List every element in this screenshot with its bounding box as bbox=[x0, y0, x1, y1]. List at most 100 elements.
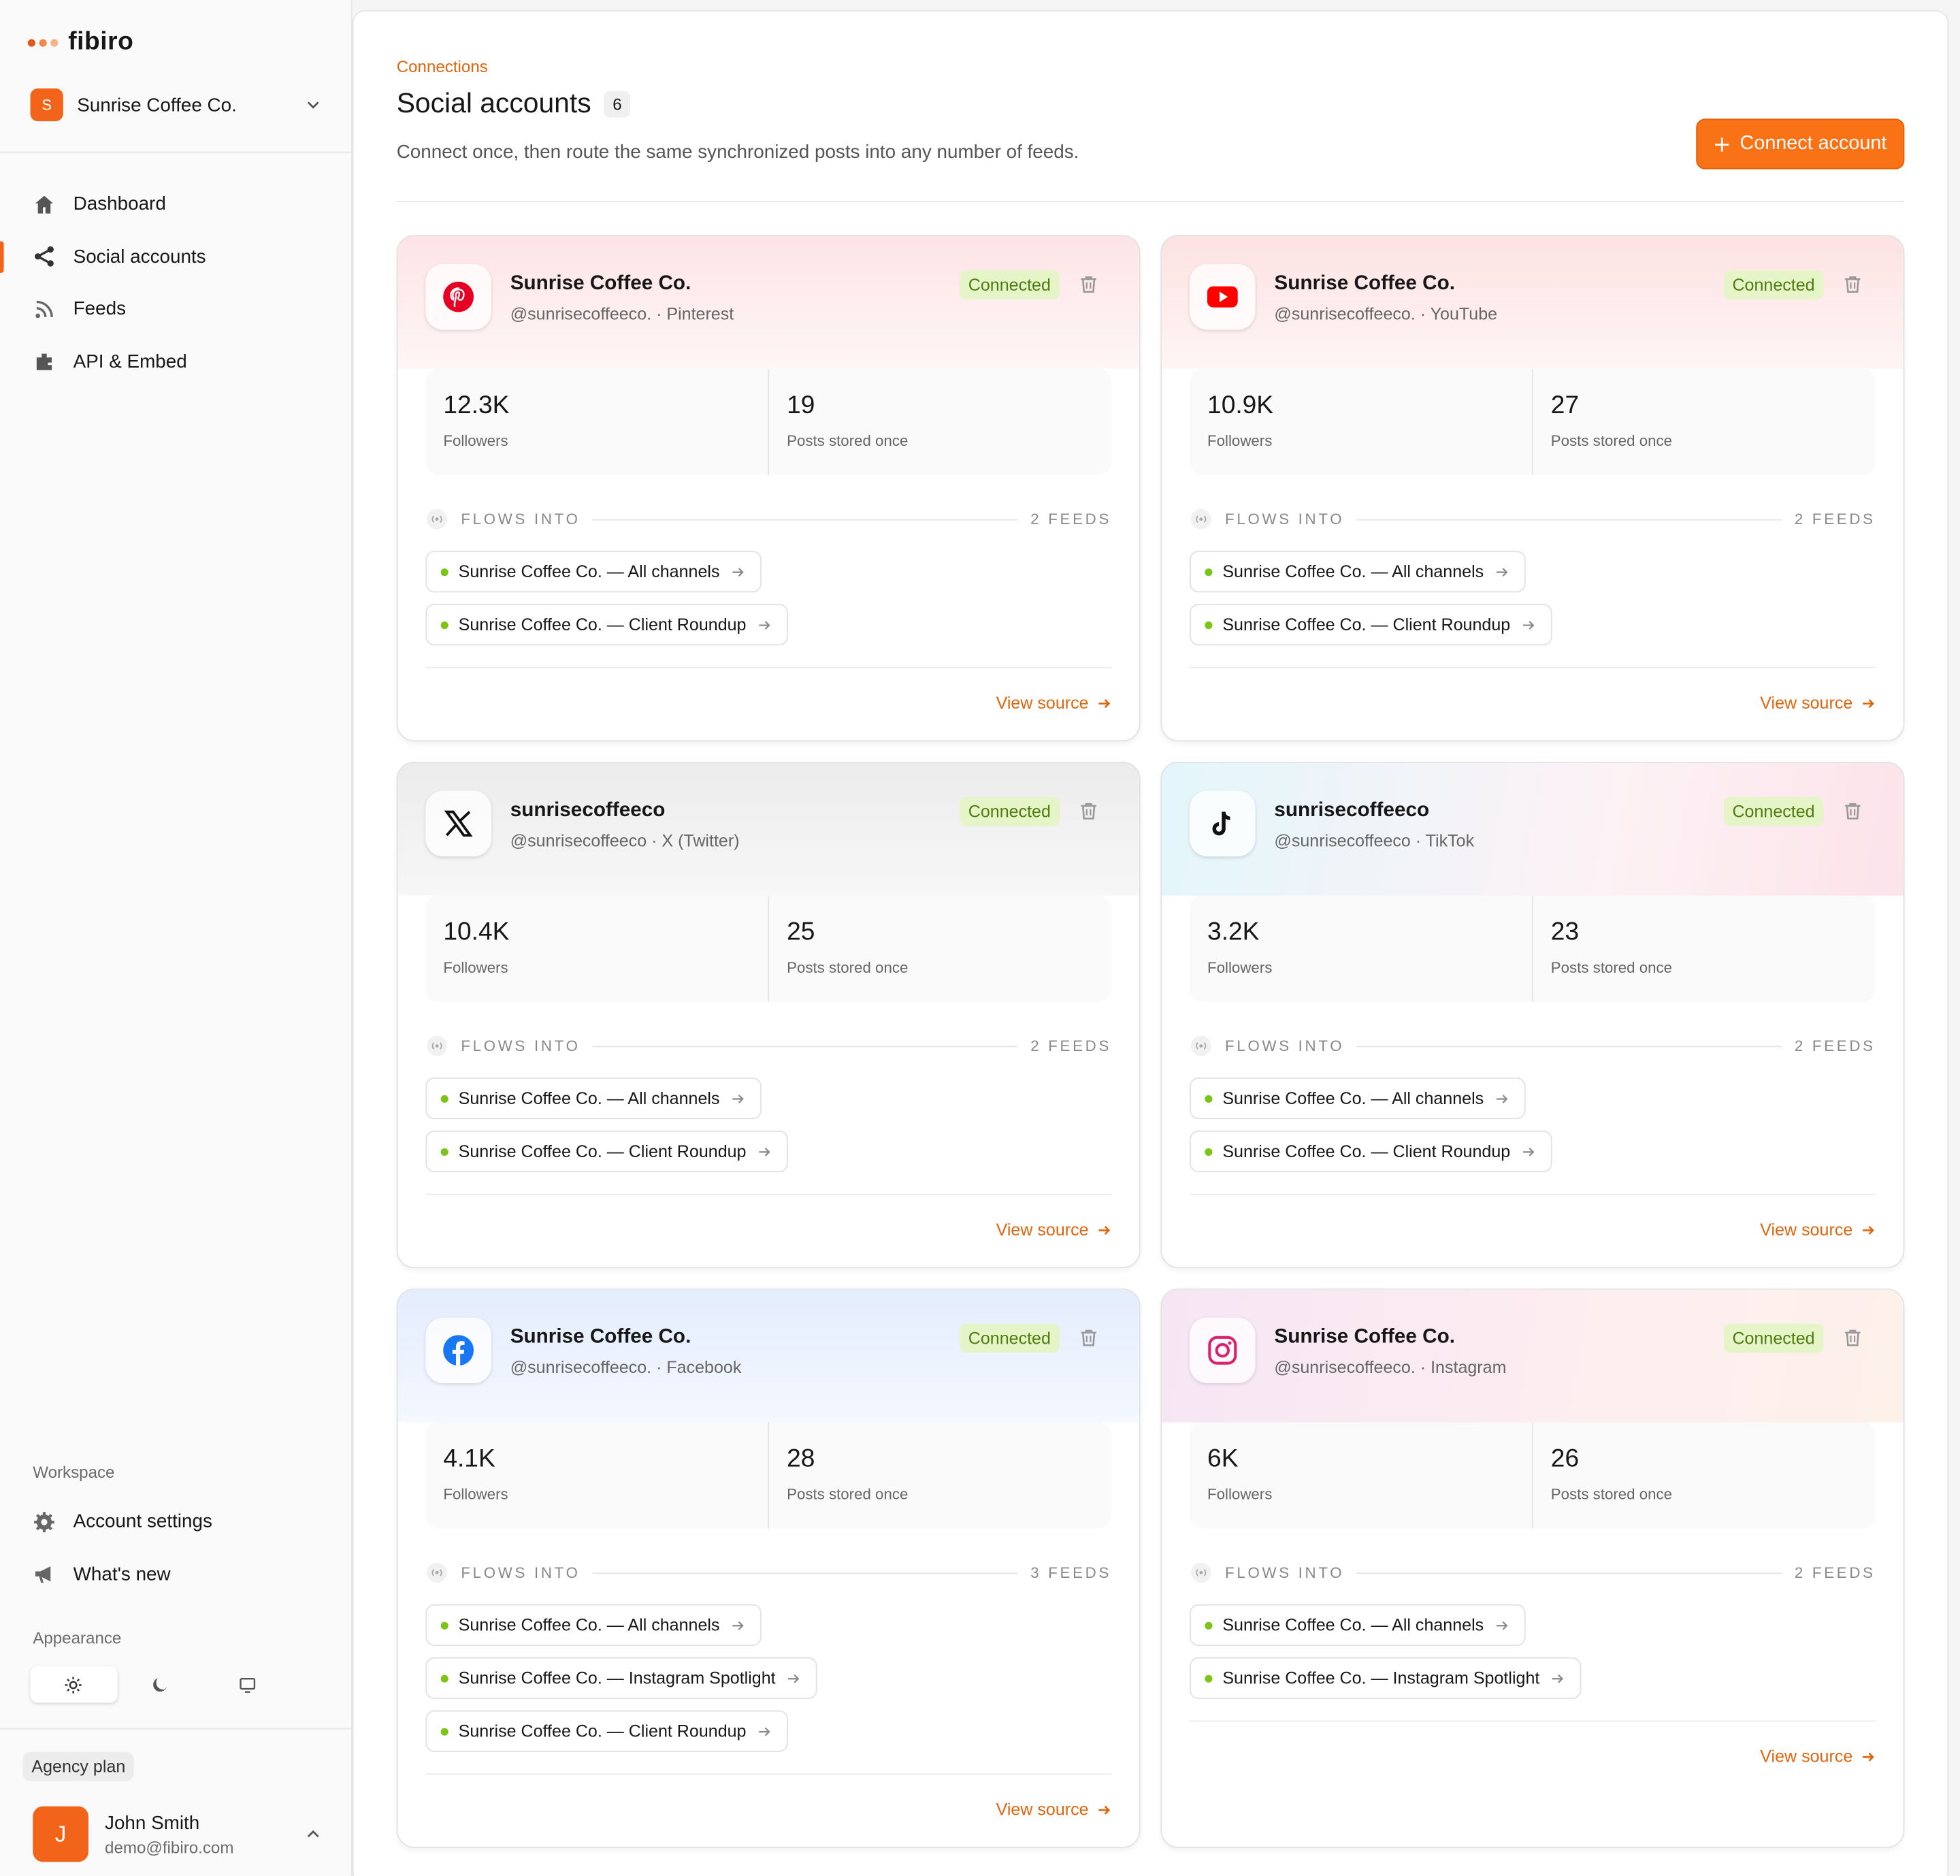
status-badge: Connected bbox=[959, 270, 1060, 300]
sun-icon bbox=[65, 1676, 82, 1693]
status-dot bbox=[440, 1674, 448, 1682]
stat-label: Posts stored once bbox=[787, 1485, 909, 1504]
feeds-count: 3 FEEDS bbox=[1030, 1564, 1112, 1582]
nav-item[interactable]: Social accounts bbox=[0, 231, 351, 283]
delete-button[interactable] bbox=[1842, 1327, 1863, 1348]
account-name: Sunrise Coffee Co. bbox=[1274, 1326, 1456, 1348]
workspace-selector[interactable]: S Sunrise Coffee Co. bbox=[30, 88, 321, 122]
flows-line bbox=[1356, 1045, 1782, 1047]
status-badge: Connected bbox=[1723, 1323, 1824, 1353]
flows-line bbox=[1356, 518, 1782, 520]
nav-item[interactable]: Account settings bbox=[0, 1495, 351, 1548]
delete-button[interactable] bbox=[1842, 801, 1863, 822]
feed-chip[interactable]: Sunrise Coffee Co. — All channels bbox=[425, 1604, 762, 1646]
arrow-icon bbox=[1552, 1673, 1564, 1683]
delete-button[interactable] bbox=[1079, 274, 1099, 295]
feed-chip[interactable]: Sunrise Coffee Co. — Instagram Spotlight bbox=[1190, 1657, 1582, 1699]
stats: 4.1K Followers 28 Posts stored once bbox=[425, 1422, 1112, 1529]
arrow-icon-wrap bbox=[756, 617, 771, 632]
flows-icon-wrap bbox=[1190, 508, 1212, 530]
account-card: sunrisecoffeeco @sunrisecoffeeco · X (Twi… bbox=[396, 761, 1141, 1269]
stats: 6K Followers 26 Posts stored once bbox=[1190, 1422, 1876, 1529]
card-header: Sunrise Coffee Co. @sunrisecoffeeco. · Yo… bbox=[1162, 236, 1904, 369]
arrow-icon-wrap bbox=[1494, 564, 1509, 579]
flows-label: FLOWS INTO bbox=[1225, 510, 1345, 528]
arrow-icon-wrap bbox=[1860, 1750, 1875, 1765]
user-email: demo@fibiro.com bbox=[105, 1837, 234, 1856]
flows-icon bbox=[427, 1035, 447, 1056]
arrow-icon-wrap bbox=[1550, 1670, 1565, 1685]
trash-icon-wrap bbox=[1842, 274, 1863, 295]
nav-item[interactable]: API & Embed bbox=[0, 336, 351, 388]
view-source[interactable]: View source bbox=[425, 1800, 1111, 1819]
account-name: Sunrise Coffee Co. bbox=[1274, 272, 1456, 295]
stat-label: Followers bbox=[1207, 958, 1273, 977]
connect-button[interactable]: Connect account bbox=[1695, 118, 1905, 169]
feed-chip[interactable]: Sunrise Coffee Co. — All channels bbox=[425, 551, 762, 593]
arrow-icon bbox=[788, 1673, 800, 1683]
feed-row: Sunrise Coffee Co. — All channels bbox=[1190, 1077, 1876, 1131]
account-subtitle: @sunrisecoffeeco · X (Twitter) bbox=[510, 831, 740, 850]
delete-button[interactable] bbox=[1079, 801, 1099, 822]
theme-dark[interactable] bbox=[117, 1666, 203, 1703]
view-source[interactable]: View source bbox=[1190, 1220, 1876, 1239]
link-label: View source bbox=[996, 1800, 1089, 1820]
theme-light[interactable] bbox=[30, 1666, 117, 1703]
theme-system[interactable] bbox=[203, 1666, 290, 1703]
feed-chip[interactable]: Sunrise Coffee Co. — Client Roundup bbox=[425, 1710, 788, 1752]
feed-chip[interactable]: Sunrise Coffee Co. — Client Roundup bbox=[1190, 604, 1552, 646]
stat: 4.1K Followers bbox=[425, 1423, 768, 1529]
delete-button[interactable] bbox=[1842, 274, 1863, 295]
flows-icon-wrap bbox=[425, 1035, 448, 1057]
feed-chip[interactable]: Sunrise Coffee Co. — All channels bbox=[1190, 1077, 1526, 1120]
feed-chip[interactable]: Sunrise Coffee Co. — All channels bbox=[425, 1077, 762, 1120]
view-source[interactable]: View source bbox=[425, 694, 1111, 713]
nav-item[interactable]: Dashboard bbox=[0, 178, 351, 231]
link-label: View source bbox=[996, 1220, 1089, 1240]
nav-item[interactable]: What's new bbox=[0, 1548, 351, 1600]
flows-icon-wrap bbox=[425, 1562, 448, 1584]
nav-icon bbox=[35, 246, 54, 268]
status-dot bbox=[1205, 1094, 1213, 1103]
delete-button[interactable] bbox=[1079, 1327, 1099, 1348]
arrow-icon bbox=[1496, 1094, 1508, 1103]
status-dot bbox=[440, 1621, 448, 1629]
nav-icon-wrap bbox=[33, 193, 55, 215]
user-menu[interactable]: J John Smith demo@fibiro.com bbox=[33, 1806, 321, 1862]
view-source[interactable]: View source bbox=[1190, 694, 1876, 713]
stat: 10.9K Followers bbox=[1190, 369, 1532, 475]
stat-value: 12.3K bbox=[443, 391, 510, 420]
account-card: Sunrise Coffee Co. @sunrisecoffeeco. · Fa… bbox=[396, 1288, 1141, 1848]
account-subtitle: @sunrisecoffeeco. · Instagram bbox=[1274, 1357, 1507, 1377]
flows-icon-wrap bbox=[1190, 1562, 1212, 1584]
divider bbox=[396, 201, 1905, 202]
status-dot bbox=[440, 1727, 448, 1735]
divider bbox=[0, 151, 351, 153]
nav-item[interactable]: Feeds bbox=[0, 283, 351, 336]
nav-label: Account settings bbox=[73, 1510, 212, 1533]
logo-icon-wrap bbox=[442, 280, 474, 313]
feed-chip[interactable]: Sunrise Coffee Co. — Client Roundup bbox=[425, 1130, 788, 1173]
stat-value: 28 bbox=[787, 1444, 815, 1473]
view-source[interactable]: View source bbox=[1190, 1747, 1876, 1766]
feed-row: Sunrise Coffee Co. — Client Roundup bbox=[1190, 604, 1876, 657]
nav: Dashboard Social accounts Feeds API & Embed bbox=[0, 178, 351, 388]
avatar: J bbox=[33, 1806, 88, 1862]
feed-chip[interactable]: Sunrise Coffee Co. — Client Roundup bbox=[1190, 1130, 1552, 1173]
feed-chip[interactable]: Sunrise Coffee Co. — All channels bbox=[1190, 551, 1526, 593]
feed-chip[interactable]: Sunrise Coffee Co. — All channels bbox=[1190, 1604, 1526, 1646]
feed-chip[interactable]: Sunrise Coffee Co. — Client Roundup bbox=[425, 604, 788, 646]
nav-icon bbox=[35, 1566, 51, 1583]
stat-value: 4.1K bbox=[443, 1444, 495, 1473]
arrow-icon bbox=[1496, 1621, 1508, 1630]
page-title: Social accounts 6 bbox=[397, 87, 631, 120]
logo-icon bbox=[444, 810, 473, 837]
nav-icon-wrap bbox=[33, 350, 55, 372]
feed-chip[interactable]: Sunrise Coffee Co. — Instagram Spotlight bbox=[425, 1657, 817, 1699]
view-source[interactable]: View source bbox=[425, 1220, 1111, 1240]
stat-label: Posts stored once bbox=[787, 432, 909, 450]
flows-line bbox=[1356, 1572, 1782, 1574]
flows-label: FLOWS INTO bbox=[1225, 1037, 1345, 1055]
